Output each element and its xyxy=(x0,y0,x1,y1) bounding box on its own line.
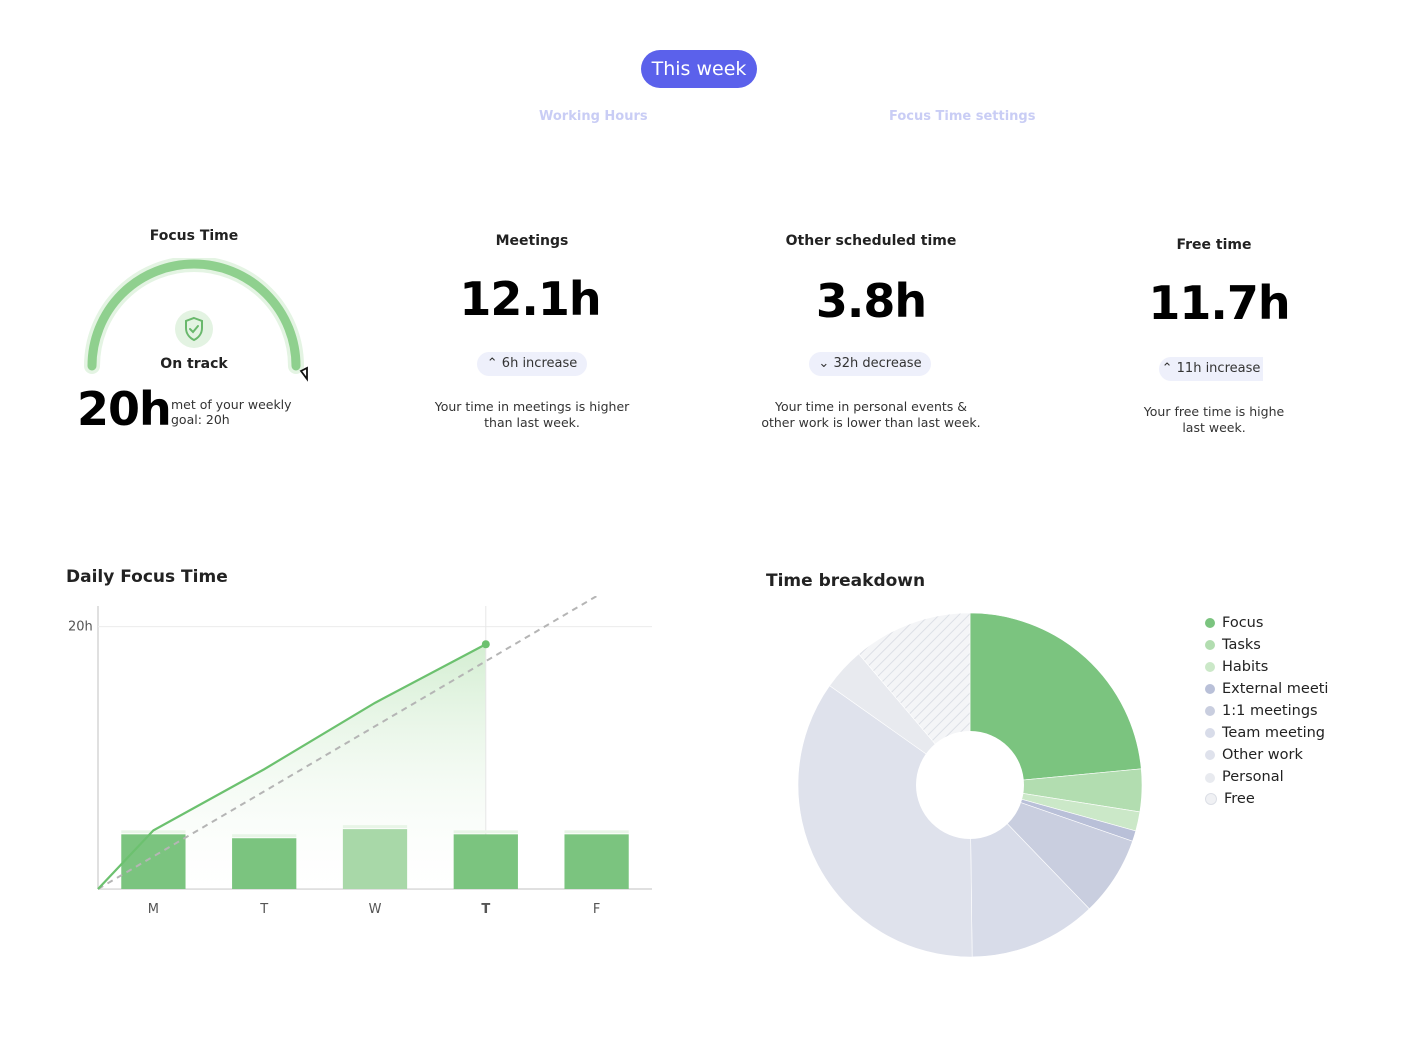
legend-item[interactable]: Habits xyxy=(1205,659,1268,675)
other-time-change-badge: ⌄ 32h decrease xyxy=(809,352,931,376)
legend-label: Team meeting xyxy=(1222,725,1326,741)
meetings-value: 12.1h xyxy=(459,272,601,326)
goal-line xyxy=(97,596,598,890)
free-time-change-label: 11h increase xyxy=(1176,361,1261,376)
time-breakdown-title: Time breakdown xyxy=(766,571,926,591)
focus-status-label: On track xyxy=(160,356,228,372)
focus-goal-line1: met of your weekly xyxy=(171,397,292,412)
bar-cap xyxy=(564,830,629,834)
legend-item[interactable]: Free xyxy=(1205,791,1255,807)
legend-label: External meeti xyxy=(1222,681,1329,697)
focus-time-value: 20h xyxy=(77,382,172,436)
x-tick-label: F xyxy=(593,902,600,917)
meetings-title: Meetings xyxy=(495,233,569,249)
legend-dot-icon xyxy=(1205,728,1215,738)
legend-label: Personal xyxy=(1222,769,1284,782)
other-time-change-label: 32h decrease xyxy=(833,356,922,371)
daily-focus-chart: 20h M T W T F xyxy=(68,596,652,917)
free-time-description: Your free time is highe last week. xyxy=(1104,404,1324,436)
x-tick-label: M xyxy=(148,902,159,917)
working-hours-link[interactable]: Working Hours xyxy=(539,109,648,124)
time-breakdown-chart xyxy=(797,612,1143,958)
legend-dot-icon xyxy=(1205,750,1215,760)
legend-item[interactable]: Personal xyxy=(1205,769,1284,786)
donut-hole xyxy=(916,731,1024,839)
free-time-desc-line2: last week. xyxy=(1182,420,1246,435)
meetings-change-badge: ⌃ 6h increase xyxy=(477,352,587,376)
other-time-title: Other scheduled time xyxy=(785,233,957,249)
legend-item[interactable]: External meeti xyxy=(1205,681,1328,697)
legend-label: Tasks xyxy=(1222,637,1261,653)
double-chevron-down-icon: ⌄ xyxy=(818,356,830,371)
legend-label: Free xyxy=(1224,791,1255,807)
shield-check-icon xyxy=(175,310,213,348)
focus-goal-text: met of your weekly goal: 20h xyxy=(171,397,292,427)
other-time-desc-line1: Your time in personal events & xyxy=(774,399,968,414)
other-time-value: 3.8h xyxy=(815,274,927,328)
focus-time-title: Focus Time xyxy=(149,228,239,244)
legend-label: Habits xyxy=(1222,659,1269,675)
legend-dot-icon xyxy=(1205,706,1215,716)
focus-time-settings-link[interactable]: Focus Time settings xyxy=(889,109,1036,124)
bar-cap xyxy=(342,825,408,829)
legend-label: Focus xyxy=(1222,615,1264,631)
legend-label: 1:1 meetings xyxy=(1222,703,1318,719)
bar-W[interactable] xyxy=(342,829,408,889)
free-time-title: Free time xyxy=(1176,237,1252,253)
double-chevron-up-icon: ⌃ xyxy=(1161,361,1173,376)
legend-dot-icon xyxy=(1205,618,1215,628)
legend-label: Other work xyxy=(1222,747,1303,763)
legend-dot-icon xyxy=(1205,684,1215,694)
slice-focus[interactable] xyxy=(969,612,1142,786)
meetings-change-label: 6h increase xyxy=(501,356,578,371)
bar-cap xyxy=(453,830,518,834)
meetings-description: Your time in meetings is higher than las… xyxy=(412,399,652,431)
y-tick-label: 20h xyxy=(68,620,93,635)
bar-cap xyxy=(232,834,297,838)
bar-T[interactable] xyxy=(453,834,518,889)
this-week-button[interactable]: This week xyxy=(641,50,757,88)
legend-dot-icon xyxy=(1205,640,1215,650)
x-tick-label: W xyxy=(369,902,382,917)
legend-dot-icon xyxy=(1205,793,1217,805)
cumulative-focus-line xyxy=(97,643,487,890)
bar-F[interactable] xyxy=(564,834,629,889)
double-chevron-up-icon: ⌃ xyxy=(486,356,498,371)
focus-goal-line2: goal: 20h xyxy=(171,412,230,427)
meetings-desc-line1: Your time in meetings is higher xyxy=(434,399,630,414)
free-time-desc-line1: Your free time is highe xyxy=(1143,404,1285,419)
goal-marker-icon xyxy=(299,366,308,382)
focus-gauge xyxy=(84,258,308,382)
x-tick-label: T xyxy=(259,902,268,917)
legend-item[interactable]: Tasks xyxy=(1205,637,1261,653)
bar-T[interactable] xyxy=(232,838,297,889)
legend-item[interactable]: Other work xyxy=(1205,747,1303,763)
x-tick-label: T xyxy=(481,902,490,917)
other-time-desc-line2: other work is lower than last week. xyxy=(761,415,981,430)
daily-focus-title: Daily Focus Time xyxy=(66,567,228,587)
free-time-value: 11.7h xyxy=(1148,276,1290,330)
legend-item[interactable]: Team meeting xyxy=(1205,725,1325,741)
free-time-change-badge: ⌃ 11h increase xyxy=(1159,357,1263,381)
legend-dot-icon xyxy=(1205,662,1215,672)
meetings-desc-line2: than last week. xyxy=(484,415,580,430)
slice-other-work[interactable] xyxy=(797,685,973,958)
legend-dot-icon xyxy=(1205,773,1215,783)
other-time-description: Your time in personal events & other wor… xyxy=(741,399,1001,431)
legend-item[interactable]: Focus xyxy=(1205,615,1263,631)
legend-item[interactable]: 1:1 meetings xyxy=(1205,703,1318,719)
cumulative-focus-point[interactable] xyxy=(481,640,490,649)
